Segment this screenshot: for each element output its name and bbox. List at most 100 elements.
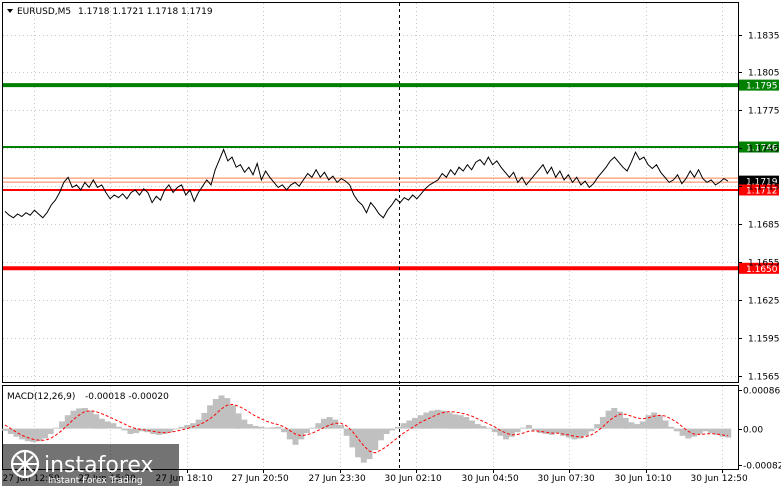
macd-bar (162, 429, 168, 434)
macd-y-tick-label: 0.00086 (743, 387, 780, 397)
macd-bar (640, 421, 646, 428)
macd-bar (264, 428, 270, 429)
y-tick-label: 1.1835 (748, 32, 780, 42)
y-tick-label: 1.1595 (748, 335, 780, 345)
macd-bar (554, 429, 560, 434)
y-tick-label: 1.1805 (748, 69, 780, 79)
x-tick-label: 27 Jun 23:30 (309, 474, 366, 484)
macd-bar (543, 429, 549, 434)
y-tick-label: 1.1745 (748, 145, 780, 155)
macd-bar (651, 413, 657, 429)
macd-bar (372, 429, 378, 451)
macd-bar (384, 429, 390, 434)
macd-bar (367, 429, 373, 460)
macd-bar (458, 415, 464, 429)
y-tick-label: 1.1685 (748, 221, 780, 231)
macd-label: MACD(12,26,9) (7, 392, 75, 402)
macd-bar (99, 419, 105, 429)
x-tick-label: 30 Jun 10:10 (615, 474, 672, 484)
macd-bar (8, 429, 14, 434)
y-tick-label: 1.1715 (748, 183, 780, 193)
macd-bar (583, 429, 589, 436)
macd-bar (708, 429, 714, 434)
macd-bar (463, 417, 469, 429)
macd-bar (253, 426, 259, 429)
macd-bar (628, 422, 634, 428)
macd-bar (59, 421, 65, 428)
symbol-label: EURUSD,M5 (17, 7, 71, 17)
collapse-triangle-icon[interactable] (7, 9, 13, 13)
macd-bar (122, 429, 128, 431)
macd-bar (509, 429, 515, 437)
macd-bar (236, 413, 242, 428)
macd-bar (93, 414, 99, 428)
macd-bar (71, 411, 77, 429)
macd-y-tick-label: -0.00082 (743, 462, 781, 472)
macd-bar (219, 395, 225, 428)
macd-bar (634, 424, 640, 429)
macd-bar (25, 429, 31, 442)
macd-bar (127, 429, 133, 434)
watermark-tagline: Instant Forex Trading (48, 476, 143, 486)
macd-bar (298, 429, 304, 440)
macd-bar (475, 424, 481, 429)
macd-bar (429, 411, 435, 429)
macd-bar (179, 427, 185, 429)
macd-bar (441, 411, 447, 429)
y-tick-label: 1.1775 (748, 107, 780, 117)
watermark-brand: instaforex (44, 453, 154, 478)
macd-bar (566, 429, 572, 438)
macd-bar (685, 429, 691, 439)
macd-bar (600, 417, 606, 429)
macd-bar (2, 429, 8, 431)
macd-bar (480, 426, 486, 429)
macd-bar (88, 411, 94, 429)
macd-bar (435, 410, 441, 429)
macd-bar (623, 418, 629, 429)
x-tick-label: 30 Jun 02:10 (385, 474, 442, 484)
y-tick-label: 1.1655 (748, 259, 780, 269)
macd-bar (116, 427, 122, 429)
macd-bar (389, 429, 395, 431)
macd-bar (14, 429, 20, 437)
macd-bar (697, 429, 703, 434)
instaforex-logo-icon (12, 451, 38, 477)
macd-bar (173, 429, 179, 430)
macd-bar (65, 415, 71, 429)
macd-bar (355, 429, 361, 458)
macd-bar (76, 408, 82, 428)
macd-bar (549, 429, 555, 435)
x-tick-label: 27 Jun 20:50 (232, 474, 289, 484)
macd-y-tick-label: 0.00 (743, 426, 763, 436)
macd-bar (241, 420, 247, 429)
macd-bar (401, 423, 407, 428)
macd-bar (663, 421, 669, 429)
macd-bar (452, 414, 458, 428)
macd-bar (344, 429, 350, 436)
macd-bar (571, 429, 577, 440)
macd-bar (48, 429, 54, 434)
macd-bar (560, 429, 566, 436)
instaforex-watermark: instaforex Instant Forex Trading (2, 444, 179, 486)
macd-bar (258, 427, 264, 429)
macd-bar (304, 429, 310, 434)
macd-bar (691, 429, 697, 437)
macd-bar (492, 429, 498, 433)
macd-bar (31, 429, 37, 443)
y-tick-label: 1.1625 (748, 297, 780, 307)
macd-bar (406, 421, 412, 429)
macd-bar (36, 429, 42, 442)
price-series (5, 150, 728, 218)
macd-bar (349, 429, 355, 448)
price-tag-label: 1.1795 (746, 82, 778, 92)
macd-bar (532, 429, 538, 431)
macd-bar (486, 428, 492, 429)
macd-values: -0.00018 -0.00020 (85, 392, 169, 402)
macd-bar (725, 429, 731, 438)
macd-bar (190, 423, 196, 428)
macd-bar (674, 429, 680, 432)
macd-bar (196, 420, 202, 429)
